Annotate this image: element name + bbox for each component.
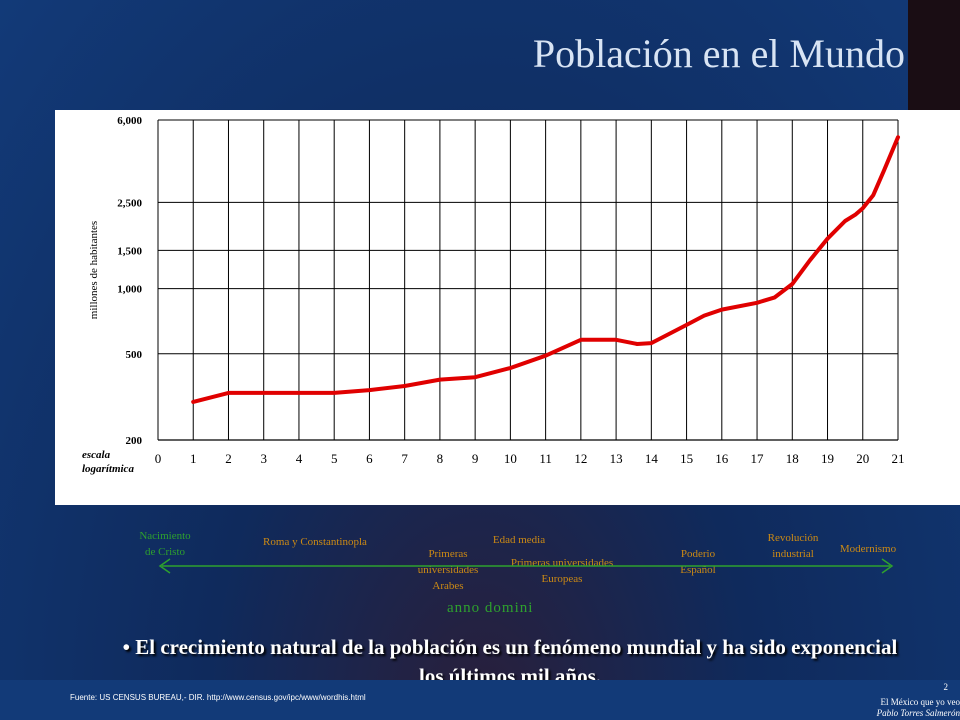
- timeline-roma: Roma y Constantinopla: [263, 536, 367, 548]
- x-tick-label: 2: [225, 451, 232, 466]
- slide-title: Población en el Mundo: [532, 31, 905, 76]
- footer-author: Pablo Torres Salmerón: [876, 708, 960, 718]
- x-tick-label: 9: [472, 451, 479, 466]
- footer-band: [0, 680, 960, 720]
- x-tick-label: 1: [190, 451, 197, 466]
- corner-block: [908, 0, 960, 110]
- timeline-arrow: [158, 558, 894, 574]
- x-tick-label: 17: [751, 451, 765, 466]
- x-tick-label: 11: [539, 451, 552, 466]
- x-tick-label: 3: [260, 451, 267, 466]
- x-tick-label: 21: [892, 451, 905, 466]
- x-tick-label: 13: [610, 451, 623, 466]
- timeline-modernismo: Modernismo: [839, 543, 897, 555]
- bullet-marker: •: [122, 635, 130, 659]
- source-note: Fuente: US CENSUS BUREAU,- DIR. http://w…: [70, 693, 366, 702]
- x-tick-label: 6: [366, 451, 373, 466]
- y-tick-label: 6,000: [117, 115, 142, 127]
- x-tick-label: 8: [437, 451, 444, 466]
- x-tick-label: 15: [680, 451, 693, 466]
- scale-note: escala: [82, 449, 111, 461]
- timeline-edad-media: Edad media: [492, 534, 546, 546]
- x-tick-label: 19: [821, 451, 834, 466]
- x-tick-label: 20: [856, 451, 869, 466]
- x-tick-label: 5: [331, 451, 338, 466]
- y-tick-label: 200: [126, 435, 143, 447]
- page-number: 2: [943, 682, 949, 692]
- x-tick-label: 0: [155, 451, 162, 466]
- anno-domini-label: anno domini: [447, 600, 534, 616]
- x-tick-label: 10: [504, 451, 517, 466]
- y-axis-label: millones de habitantes: [88, 221, 100, 319]
- footer-book-title: El México que yo veo: [880, 697, 960, 707]
- y-tick-label: 1,500: [117, 245, 142, 257]
- y-tick-label: 1,000: [117, 284, 142, 296]
- x-tick-label: 7: [401, 451, 408, 466]
- timeline-nacimiento: Nacimiento de Cristo: [139, 530, 191, 558]
- timeline-poderio: Poderio Español: [680, 548, 716, 576]
- timeline-revolucion: Revolución industrial: [767, 532, 819, 560]
- scale-note: logarítmica: [82, 463, 134, 475]
- x-tick-label: 4: [296, 451, 303, 466]
- y-tick-label: 2,500: [117, 197, 142, 209]
- x-tick-label: 14: [645, 451, 659, 466]
- x-tick-label: 12: [574, 451, 587, 466]
- population-line: [191, 135, 900, 404]
- x-tick-label: 16: [715, 451, 729, 466]
- chart-panel: [55, 110, 960, 505]
- timeline-arabes: Primeras universidades Arabes: [417, 548, 479, 592]
- x-tick-label: 18: [786, 451, 799, 466]
- y-tick-label: 500: [126, 349, 143, 361]
- population-chart: 0 1 2 3 4 5 6 7 8 9 10 11 12 13 14 15 16 17 18 19 20 21200500…: [82, 115, 905, 475]
